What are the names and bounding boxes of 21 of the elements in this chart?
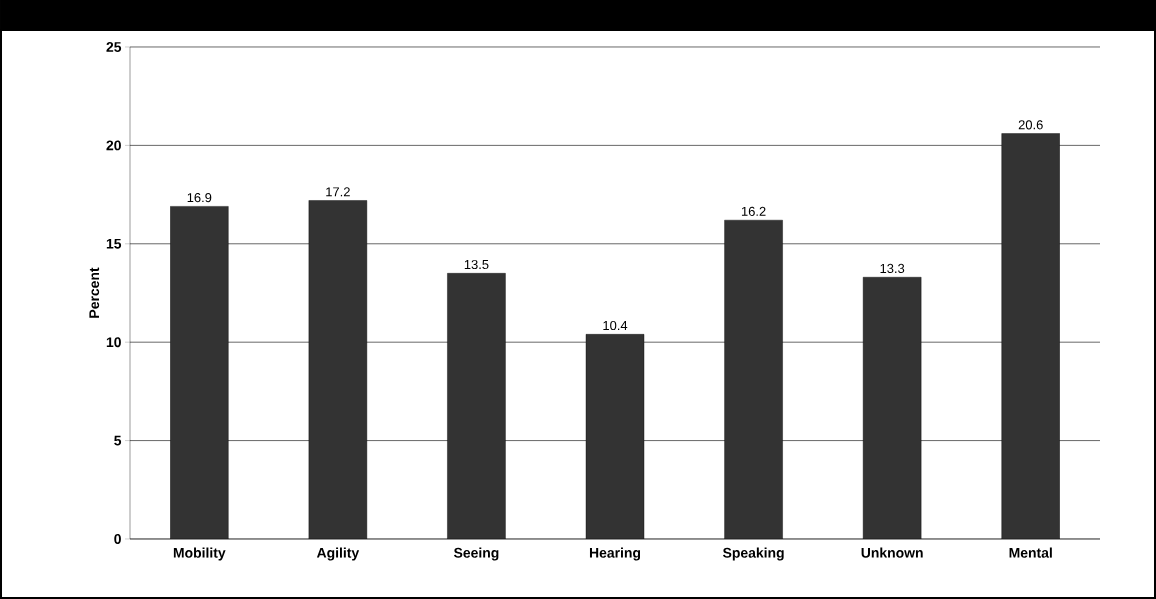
x-tick-label: Agility	[316, 547, 360, 561]
y-tick-label: 25	[106, 42, 122, 52]
y-tick-label: 10	[106, 337, 121, 348]
data-label: 17.2	[326, 187, 350, 197]
data-label: 16.9	[187, 193, 212, 203]
y-tick-label: 0	[114, 534, 121, 544]
x-tick-label: Speaking	[722, 547, 784, 561]
y-axis-title: Percent	[89, 267, 100, 318]
x-tick-label: Mental	[1009, 547, 1052, 558]
x-tick-label: Hearing	[589, 547, 641, 561]
x-tick-label: Mobility	[173, 547, 226, 561]
data-label: 16.2	[741, 206, 766, 216]
x-tick-label: Seeing	[453, 547, 499, 561]
data-label: 20.6	[1018, 120, 1043, 130]
y-tick-label: 5	[114, 435, 122, 446]
data-label: 10.4	[603, 320, 628, 331]
data-label: 13.5	[464, 259, 489, 270]
x-tick-label: Unknown	[861, 547, 923, 558]
data-label: 13.3	[880, 263, 905, 274]
y-tick-label: 15	[106, 238, 122, 249]
y-tick-label: 20	[106, 140, 121, 151]
